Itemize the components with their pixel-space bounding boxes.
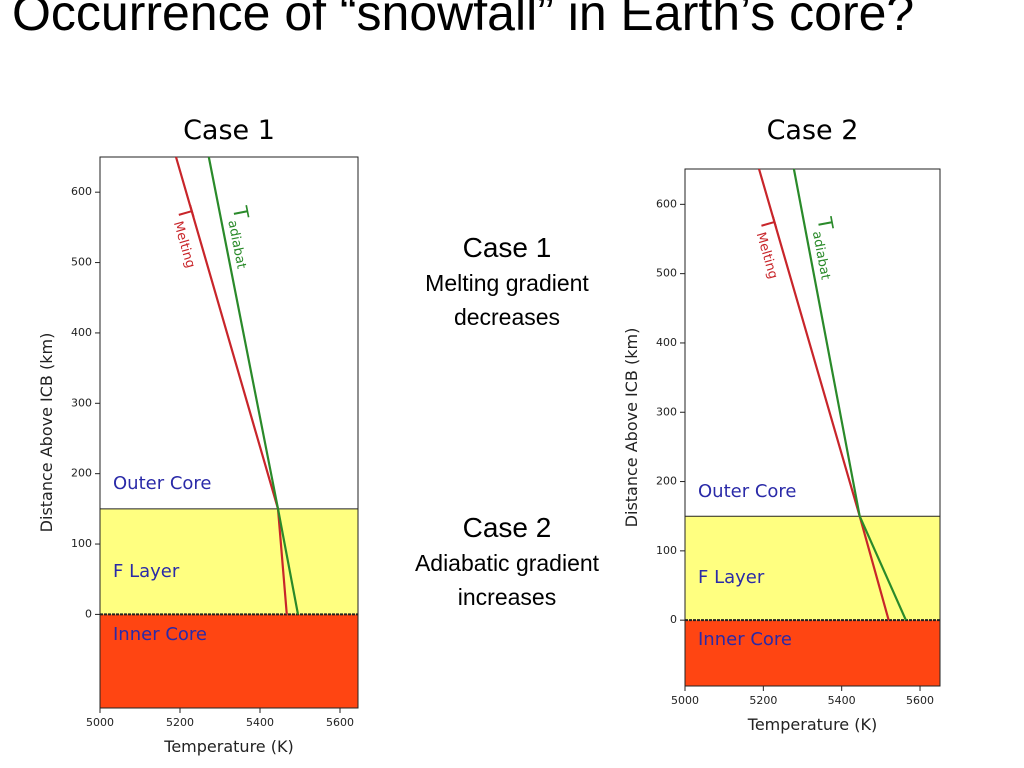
y-tick-label: 0: [85, 607, 92, 620]
series-name: T: [228, 203, 254, 221]
note-heading: Case 1: [462, 232, 552, 263]
region-label: F Layer: [698, 567, 765, 588]
region: [685, 169, 940, 517]
y-tick-label: 400: [656, 336, 677, 349]
note: Case 2 Adiabatic gradient increases: [382, 512, 632, 614]
y-tick-label: 300: [71, 396, 92, 409]
region-label: Outer Core: [698, 481, 797, 502]
region: [100, 614, 358, 708]
x-tick-label: 5000: [86, 716, 114, 729]
note-text: Adiabatic gradient increases: [414, 550, 600, 610]
note-text: Melting gradient decreases: [425, 270, 589, 330]
note-heading: Case 2: [462, 512, 552, 543]
y-tick-label: 200: [656, 475, 677, 488]
y-tick-label: 400: [71, 326, 92, 339]
x-tick-label: 5000: [671, 694, 699, 707]
x-tick-label: 5200: [166, 716, 194, 729]
y-tick-label: 600: [71, 185, 92, 198]
chart: Case 2 Inner Core F Layer Outer Core 0 100 200…: [622, 115, 941, 734]
y-axis-label: Distance Above ICB (km): [37, 333, 56, 533]
x-tick-label: 5400: [246, 716, 274, 729]
x-axis-label: Temperature (K): [163, 737, 293, 756]
note: Case 1 Melting gradient decreases: [382, 232, 632, 334]
series-name: T: [812, 214, 838, 232]
y-axis-label: Distance Above ICB (km): [622, 328, 641, 528]
region: [100, 157, 358, 509]
plot-frame: [684, 168, 941, 687]
x-tick-label: 5200: [749, 694, 777, 707]
y-tick-label: 500: [71, 256, 92, 269]
y-tick-label: 300: [656, 405, 677, 418]
region-label: Outer Core: [113, 473, 212, 494]
y-tick-label: 100: [656, 544, 677, 557]
plot-frame: [99, 156, 359, 709]
x-axis-label: Temperature (K): [747, 715, 877, 734]
x-tick-label: 5600: [326, 716, 354, 729]
series-line: [207, 156, 300, 615]
slide-title: Occurrence of “snowfall” in Earth’s core…: [12, 0, 915, 41]
x-tick-label: 5400: [828, 694, 856, 707]
chart-title: Case 1: [183, 115, 275, 146]
region-label: Inner Core: [113, 624, 207, 645]
y-tick-label: 500: [656, 267, 677, 280]
series-line: [792, 168, 907, 621]
chart: Case 1 Inner Core F Layer Outer Core 0 100 200…: [37, 115, 359, 756]
chart-title: Case 2: [767, 115, 859, 146]
region: [685, 620, 940, 686]
region-label: Inner Core: [698, 629, 792, 650]
region: [100, 508, 358, 615]
y-tick-label: 0: [670, 613, 677, 626]
y-tick-label: 100: [71, 537, 92, 550]
y-tick-label: 200: [71, 467, 92, 480]
region-label: F Layer: [113, 561, 180, 582]
y-tick-label: 600: [656, 197, 677, 210]
x-tick-label: 5600: [906, 694, 934, 707]
